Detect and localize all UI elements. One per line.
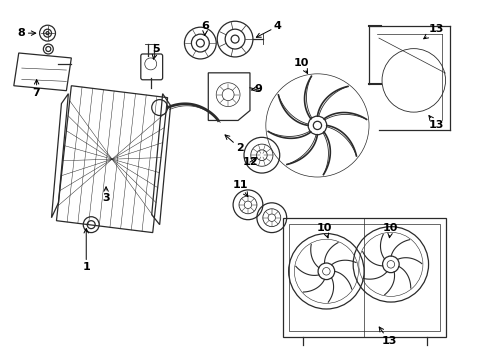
Bar (283, 218, 446, 337)
Text: 10: 10 (294, 58, 309, 73)
Text: 13: 13 (429, 116, 444, 130)
Text: 8: 8 (18, 28, 36, 38)
Text: 7: 7 (33, 80, 41, 98)
Text: 13: 13 (379, 327, 396, 346)
Text: 10: 10 (317, 222, 332, 238)
Text: 2: 2 (225, 135, 244, 153)
Bar (289, 224, 441, 331)
Text: 6: 6 (201, 21, 209, 35)
Text: 3: 3 (102, 187, 110, 203)
Text: 11: 11 (232, 180, 248, 197)
Text: 1: 1 (82, 229, 90, 272)
Text: 5: 5 (152, 44, 160, 59)
Text: 9: 9 (251, 84, 262, 94)
Text: 10: 10 (383, 222, 398, 238)
Text: 13: 13 (424, 24, 444, 39)
Text: 12: 12 (242, 157, 258, 167)
Text: 4: 4 (256, 21, 282, 37)
